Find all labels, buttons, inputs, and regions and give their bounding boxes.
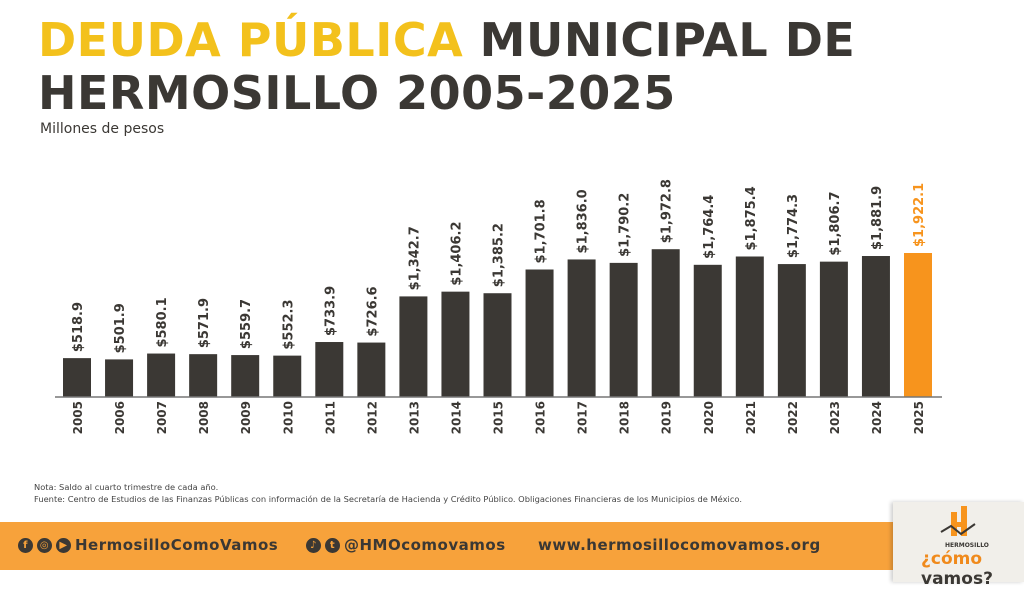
bar-2014: [441, 291, 470, 397]
data-label: $1,922.1: [912, 183, 927, 247]
logo-small-text: HERMOSILLO: [945, 542, 989, 549]
data-label: $580.1: [155, 297, 170, 347]
bar-2022: [777, 264, 806, 397]
x-tick-label: 2023: [828, 401, 842, 434]
bar-2017: [567, 259, 596, 397]
x-tick-label: 2021: [744, 401, 758, 434]
data-label: $1,881.9: [870, 186, 885, 250]
x-tick-label: 2018: [618, 401, 632, 434]
x-tick-label: 2024: [870, 401, 884, 434]
social-facebook[interactable]: f ◎ ▶ HermosilloComoVamos: [18, 536, 278, 554]
bar-2024: [861, 256, 890, 397]
footnote: Nota: Saldo al cuarto trimestre de cada …: [34, 481, 742, 505]
x-tick-label: 2009: [239, 401, 253, 434]
x-tick-label: 2017: [576, 401, 590, 434]
bar-2019: [651, 249, 680, 397]
data-label: $1,406.2: [449, 221, 464, 285]
bar-2013: [399, 296, 428, 397]
data-label: $552.3: [281, 299, 296, 349]
bar-2015: [483, 293, 512, 397]
x-tick-label: 2008: [197, 401, 211, 434]
tiktok-icon: ♪: [306, 537, 321, 553]
bar-2012: [357, 342, 386, 397]
source-text: Fuente: Centro de Estudios de las Finanz…: [34, 494, 742, 504]
x-tick-label: 2019: [660, 401, 674, 434]
data-label: $1,764.4: [702, 195, 717, 259]
twitter-icon: t: [325, 537, 340, 553]
facebook-icon: f: [18, 537, 33, 553]
data-label: $726.6: [365, 286, 380, 336]
x-tick-label: 2025: [912, 401, 926, 434]
bar-2010: [273, 355, 302, 397]
website-link[interactable]: www.hermosillocomovamos.org: [538, 536, 821, 554]
logo-big-a: ¿cómo: [921, 549, 983, 569]
website-text: www.hermosillocomovamos.org: [538, 536, 821, 554]
x-tick-label: 2013: [407, 401, 421, 434]
x-tick-label: 2012: [365, 401, 379, 434]
bar-2011: [315, 342, 344, 397]
x-tick-label: 2010: [281, 401, 295, 434]
data-label: $1,790.2: [618, 193, 633, 257]
data-label: $1,701.8: [534, 199, 549, 263]
bar-2006: [105, 359, 134, 397]
logo-big-b: vamos?: [921, 569, 993, 589]
data-label: $1,875.4: [744, 186, 759, 250]
bar-2020: [693, 264, 722, 397]
footer-band: f ◎ ▶ HermosilloComoVamos ♪ t @HMOcomova…: [0, 522, 1024, 570]
youtube-icon: ▶: [56, 537, 71, 553]
data-label: $733.9: [323, 286, 338, 336]
data-label: $1,836.0: [576, 189, 591, 253]
bar-chart: $518.9 2005 $501.9 2006 $580.1 2007 $571.9 2008…: [55, 179, 942, 434]
data-label: $1,806.7: [828, 191, 843, 255]
data-label: $559.7: [239, 299, 254, 349]
twitter-handle: @HMOcomovamos: [344, 536, 506, 554]
instagram-icon: ◎: [37, 537, 52, 553]
x-tick-label: 2014: [449, 401, 463, 434]
facebook-handle: HermosilloComoVamos: [75, 536, 279, 554]
x-tick-label: 2016: [534, 401, 548, 434]
x-tick-label: 2020: [702, 401, 716, 434]
bar-2025: [904, 253, 932, 397]
x-tick-label: 2022: [786, 401, 800, 434]
x-tick-label: 2007: [155, 401, 169, 434]
logo-big-text: ¿cómo vamos?: [921, 549, 1024, 589]
bar-2005: [63, 358, 91, 397]
data-label: $1,972.8: [660, 179, 675, 243]
data-label: $1,774.3: [786, 194, 801, 258]
data-label: $501.9: [113, 303, 128, 353]
bar-2021: [735, 256, 764, 397]
data-label: $571.9: [197, 298, 212, 348]
bar-2018: [609, 262, 638, 397]
x-tick-label: 2006: [113, 401, 127, 434]
social-twitter[interactable]: ♪ t @HMOcomovamos: [306, 536, 506, 554]
chart-title: DEUDA PÚBLICA MUNICIPAL DE HERMOSILLO 20…: [38, 14, 855, 120]
x-tick-label: 2015: [492, 401, 506, 434]
data-label: $1,342.7: [407, 226, 422, 290]
title-highlight: DEUDA PÚBLICA: [38, 13, 464, 67]
x-tick-label: 2011: [323, 401, 337, 434]
y-unit-label: Millones de pesos: [40, 121, 165, 137]
bar-2009: [231, 355, 260, 397]
bar-2016: [525, 269, 554, 397]
bar-2023: [819, 261, 848, 397]
title-line2: HERMOSILLO 2005-2025: [38, 66, 676, 120]
title-rest: MUNICIPAL DE: [463, 13, 856, 67]
bar-2008: [189, 354, 218, 397]
note-text: Nota: Saldo al cuarto trimestre de cada …: [34, 482, 219, 492]
bar-2007: [147, 353, 176, 397]
logo-mark-icon: [940, 506, 976, 536]
data-label: $518.9: [71, 302, 86, 352]
data-label: $1,385.2: [492, 223, 507, 287]
logo: HERMOSILLO ¿cómo vamos?: [893, 502, 1024, 589]
x-tick-label: 2005: [71, 401, 85, 434]
